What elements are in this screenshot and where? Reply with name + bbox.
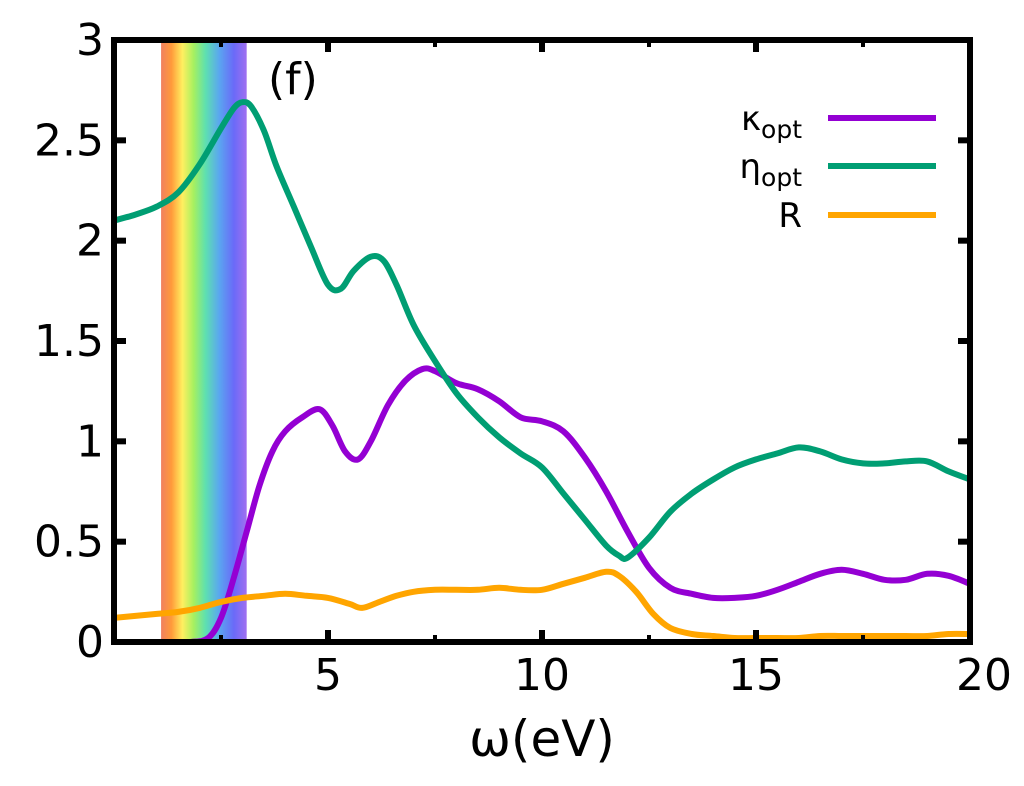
legend-label-1: ηopt xyxy=(739,147,802,192)
x-tick-label: 5 xyxy=(314,650,342,701)
y-tick-label: 1 xyxy=(76,416,104,467)
legend-label-2: R xyxy=(778,196,802,236)
x-tick-label: 15 xyxy=(728,650,784,701)
series-line-2 xyxy=(114,568,970,642)
x-axis-title: ω(eV) xyxy=(469,710,615,768)
series-line-0 xyxy=(166,365,970,642)
visible-spectrum-band xyxy=(161,40,247,642)
x-tick-label: 20 xyxy=(956,650,1012,701)
panel-label: (f) xyxy=(268,54,318,105)
y-tick-label: 2 xyxy=(76,216,104,267)
y-tick-label: 0 xyxy=(76,617,104,668)
y-tick-label: 2.5 xyxy=(34,115,104,166)
legend-label-0: κopt xyxy=(741,99,802,144)
y-tick-label: 1.5 xyxy=(34,316,104,367)
y-tick-label: 0.5 xyxy=(34,517,104,568)
series-lines xyxy=(114,99,970,642)
series-line-1 xyxy=(114,99,970,562)
x-tick-label: 10 xyxy=(514,650,570,701)
y-tick-label: 3 xyxy=(76,15,104,66)
axis-ticks: 0 0.5 1 1.5 2 2.5 3 5 10 15 20 xyxy=(34,15,1012,701)
